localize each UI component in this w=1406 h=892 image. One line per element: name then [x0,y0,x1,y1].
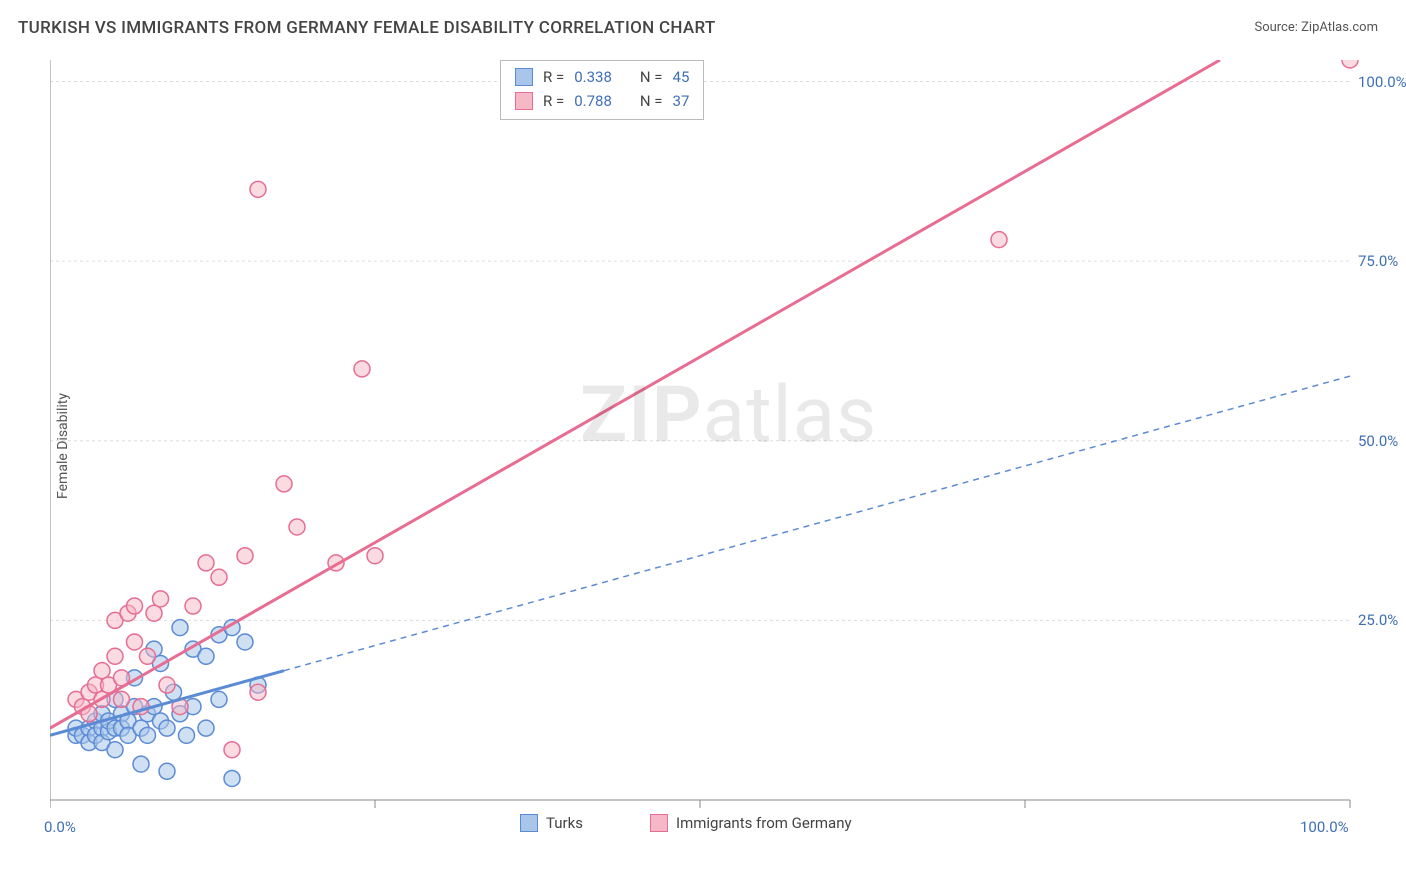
y-tick-label: 75.0% [1358,252,1398,270]
y-tick-label: 50.0% [1358,432,1398,450]
legend-label: Immigrants from Germany [676,814,852,832]
chart-title: TURKISH VS IMMIGRANTS FROM GERMANY FEMAL… [18,18,716,38]
chart-area: ZIPatlas R = 0.338N = 45R = 0.788N = 37 … [50,60,1380,820]
legend-swatch [520,814,538,832]
y-tick-label: 100.0% [1358,73,1406,91]
legend-entry: Immigrants from Germany [650,814,852,832]
y-tick-label: 25.0% [1358,611,1398,629]
x-tick-label: 0.0% [44,818,76,836]
legend-swatch [650,814,668,832]
legend-swatch [515,68,533,86]
scatter-chart-svg [50,60,1380,820]
legend-swatch [515,92,533,110]
x-tick-label: 100.0% [1300,818,1349,836]
stats-row: R = 0.338N = 45 [515,65,689,89]
stats-legend: R = 0.338N = 45R = 0.788N = 37 [500,60,704,120]
legend-label: Turks [546,814,583,832]
source-label: Source: ZipAtlas.com [1254,20,1378,35]
legend-entry: Turks [520,814,583,832]
stats-row: R = 0.788N = 37 [515,89,689,113]
